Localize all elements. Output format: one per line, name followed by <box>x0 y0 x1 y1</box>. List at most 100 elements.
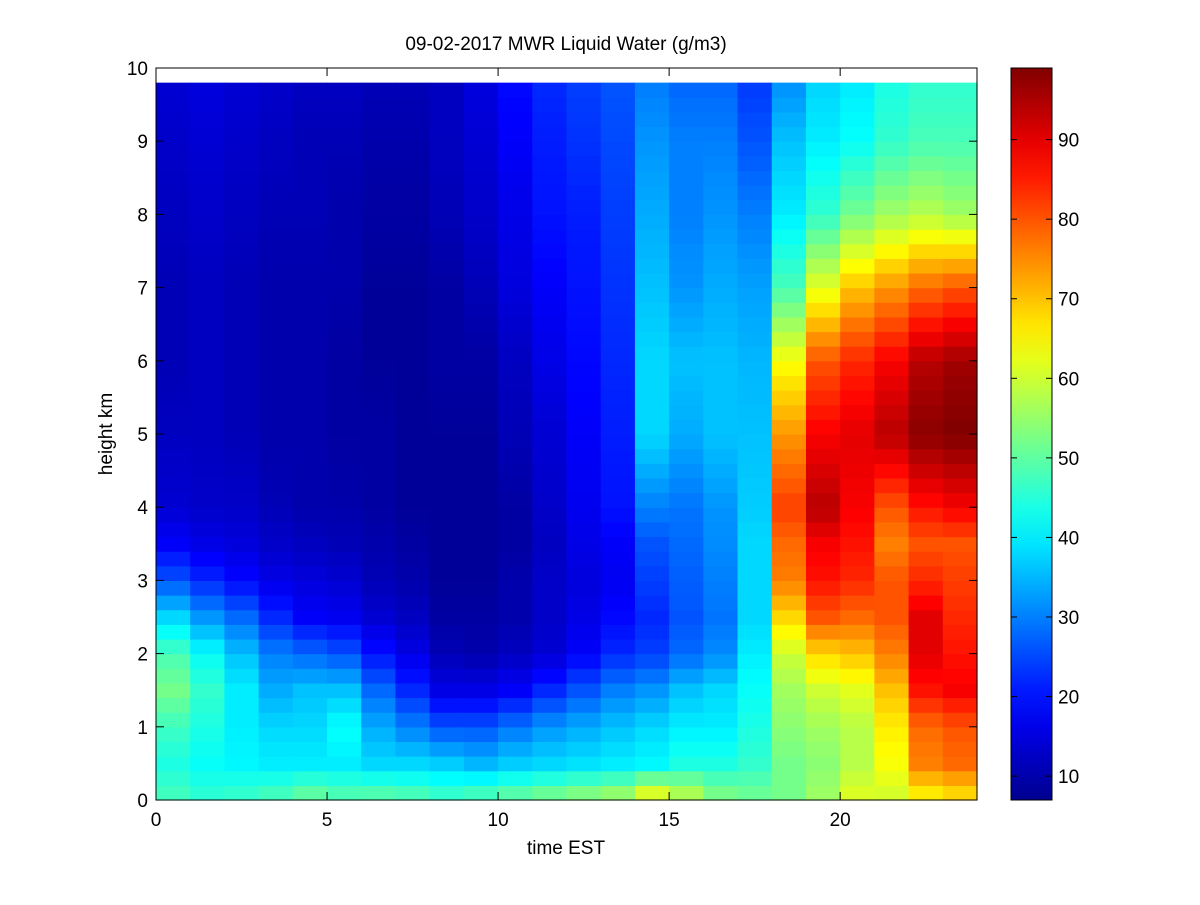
heatmap-cell <box>771 595 807 611</box>
heatmap-cell <box>532 272 568 289</box>
heatmap-cell <box>190 126 226 142</box>
heatmap-cell <box>840 346 875 362</box>
heatmap-cell <box>258 624 294 640</box>
heatmap-cell <box>805 331 841 347</box>
heatmap-cell <box>292 712 328 728</box>
heatmap-cell <box>224 434 260 450</box>
heatmap-cell <box>156 185 191 201</box>
heatmap-cell <box>532 214 568 230</box>
heatmap-cell <box>156 551 191 567</box>
heatmap-cell <box>908 126 944 142</box>
heatmap-cell <box>532 185 568 201</box>
heatmap-cell <box>600 419 636 435</box>
heatmap-cell <box>634 272 670 289</box>
heatmap-cell <box>737 375 773 391</box>
heatmap-cell <box>840 521 875 538</box>
heatmap-cell <box>190 521 226 538</box>
heatmap-cell <box>703 536 739 552</box>
heatmap-cell <box>634 492 670 508</box>
heatmap-cell <box>566 82 602 98</box>
heatmap-cell <box>771 360 807 377</box>
heatmap-cell <box>498 697 533 713</box>
heatmap-cell <box>634 712 670 728</box>
heatmap-cell <box>840 126 875 142</box>
heatmap-cell <box>908 155 944 172</box>
heatmap-cell <box>669 668 704 684</box>
heatmap-cell <box>327 682 362 699</box>
heatmap-cell <box>908 726 944 743</box>
heatmap-cell <box>224 638 260 655</box>
heatmap-cell <box>840 199 875 215</box>
heatmap-cell <box>600 434 636 450</box>
heatmap-cell <box>327 360 362 377</box>
heatmap-cell <box>224 331 260 347</box>
heatmap-cell <box>292 199 328 215</box>
heatmap-cell <box>669 434 704 450</box>
heatmap-cell <box>190 170 226 186</box>
heatmap-cell <box>224 507 260 523</box>
heatmap-cell <box>429 272 465 289</box>
heatmap-cell <box>908 770 944 786</box>
heatmap-cell <box>942 770 978 786</box>
heatmap-cell <box>361 214 397 230</box>
heatmap-cell <box>156 272 191 289</box>
heatmap-cell <box>942 624 978 640</box>
heatmap-cell <box>703 726 739 743</box>
heatmap-cell <box>737 653 773 669</box>
heatmap-cell <box>566 199 602 215</box>
heatmap-cell <box>634 170 670 186</box>
heatmap-cell <box>669 463 704 479</box>
heatmap-cell <box>805 404 841 420</box>
heatmap-cell <box>840 419 875 435</box>
heatmap-cell <box>258 477 294 494</box>
heatmap-cell <box>703 272 739 289</box>
heatmap-cell <box>395 551 431 567</box>
heatmap-cell <box>669 375 704 391</box>
heatmap-cell <box>395 477 431 494</box>
heatmap-cell <box>498 316 533 333</box>
heatmap-cell <box>566 565 602 581</box>
heatmap-cell <box>737 536 773 552</box>
heatmap-cell <box>703 741 739 757</box>
heatmap-cell <box>156 302 191 318</box>
heatmap-cell <box>634 82 670 98</box>
heatmap-cell <box>669 507 704 523</box>
heatmap-cell <box>634 302 670 318</box>
heatmap-cell <box>292 258 328 274</box>
heatmap-cell <box>224 390 260 406</box>
heatmap-cell <box>292 111 328 128</box>
heatmap-cell <box>463 653 499 669</box>
heatmap-cell <box>634 477 670 494</box>
heatmap-cell <box>292 463 328 479</box>
heatmap-cell <box>429 185 465 201</box>
heatmap-cell <box>361 565 397 581</box>
heatmap-cell <box>634 580 670 596</box>
heatmap-cell <box>463 770 499 786</box>
heatmap-cell <box>327 756 362 772</box>
heatmap-cell <box>156 390 191 406</box>
heatmap-cell <box>600 756 636 772</box>
x-tick-label: 10 <box>488 810 509 831</box>
heatmap-cell <box>327 419 362 435</box>
heatmap-cell <box>532 258 568 274</box>
heatmap-cell <box>327 565 362 581</box>
heatmap-cell <box>771 331 807 347</box>
heatmap-cell <box>429 243 465 259</box>
heatmap-cell <box>224 272 260 289</box>
heatmap-cell <box>395 580 431 596</box>
heatmap-cell <box>840 638 875 655</box>
heatmap-cell <box>224 419 260 435</box>
heatmap-cell <box>805 741 841 757</box>
heatmap-cell <box>805 272 841 289</box>
heatmap-cell <box>669 243 704 259</box>
heatmap-cell <box>258 682 294 699</box>
heatmap-cell <box>771 551 807 567</box>
heatmap-cell <box>805 346 841 362</box>
heatmap-cell <box>361 756 397 772</box>
heatmap-cell <box>874 272 910 289</box>
heatmap-cell <box>840 726 875 743</box>
heatmap-cell <box>737 434 773 450</box>
heatmap-cell <box>292 448 328 464</box>
heatmap-cell <box>395 492 431 508</box>
heatmap-cell <box>805 419 841 435</box>
